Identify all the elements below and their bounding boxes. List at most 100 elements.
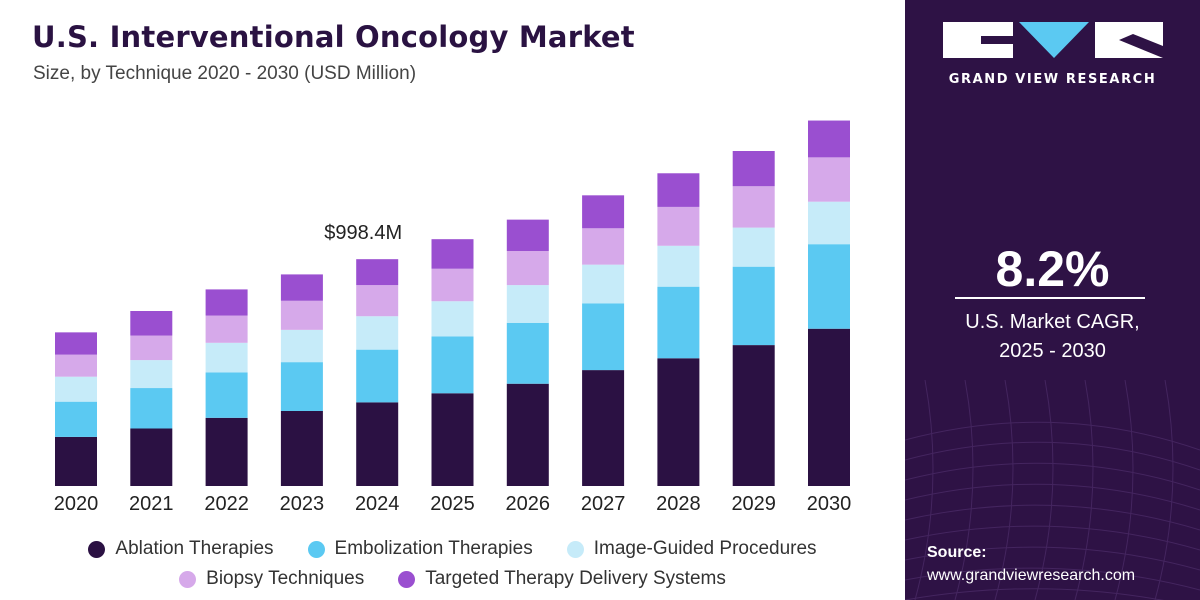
- bar-segment-2020-biopsy-techniques: [55, 354, 97, 377]
- legend-swatch-image-guided: [566, 540, 584, 558]
- x-tick-label-2024: 2024: [355, 493, 400, 515]
- bar-segment-2025-embolization-therapies: [431, 336, 474, 394]
- grand-view-research-logo: [943, 22, 1163, 58]
- legend-label-image-guided: Image-Guided Procedures: [593, 538, 817, 559]
- bar-segment-2030-biopsy-techniques: [808, 157, 850, 202]
- chart-panel: U.S. Interventional Oncology Market Size…: [0, 20, 905, 594]
- bar-segment-2028-embolization-therapies: [657, 286, 700, 359]
- legend-item-ablation: Ablation Therapies: [88, 538, 274, 560]
- bar-segment-2024-targeted-therapy-delivery-systems: [356, 259, 399, 286]
- bar-segment-2028-targeted-therapy-delivery-systems: [657, 173, 700, 207]
- x-tick-label-2030: 2030: [807, 493, 852, 515]
- x-tick-label-2028: 2028: [656, 493, 701, 515]
- legend-label-embolization: Embolization Therapies: [334, 538, 533, 559]
- legend-row-1: Ablation Therapies Embolization Therapie…: [0, 534, 905, 564]
- x-tick-label-2021: 2021: [129, 493, 174, 515]
- bar-segment-2026-image-guided-procedures: [506, 285, 549, 323]
- value-annotation-2024: $998.4M: [324, 222, 402, 244]
- bar-segment-2027-targeted-therapy-delivery-systems: [582, 195, 625, 229]
- legend-item-embolization: Embolization Therapies: [307, 538, 533, 560]
- bar-segment-2026-biopsy-techniques: [506, 251, 549, 286]
- cagr-label-line-2: 2025 - 2030: [999, 340, 1106, 362]
- bar-segment-2020-image-guided-procedures: [55, 376, 97, 402]
- cagr-divider: [955, 297, 1145, 299]
- legend-label-biopsy: Biopsy Techniques: [206, 568, 365, 589]
- bar-segment-2021-targeted-therapy-delivery-systems: [130, 311, 173, 336]
- bar-segment-2030-embolization-therapies: [808, 244, 850, 329]
- x-tick-label-2027: 2027: [581, 493, 626, 515]
- source-url[interactable]: www.grandviewresearch.com: [927, 567, 1136, 584]
- legend-swatch-targeted: [398, 570, 416, 588]
- x-tick-label-2029: 2029: [731, 493, 776, 515]
- legend-item-biopsy: Biopsy Techniques: [179, 568, 364, 590]
- bar-segment-2023-biopsy-techniques: [280, 300, 323, 330]
- bar-segment-2029-embolization-therapies: [732, 266, 775, 346]
- bar-segment-2024-embolization-therapies: [356, 349, 399, 403]
- chart-subtitle: Size, by Technique 2020 - 2030 (USD Mill…: [33, 63, 417, 84]
- bar-segment-2028-biopsy-techniques: [657, 206, 700, 246]
- bar-segment-2021-image-guided-procedures: [130, 360, 173, 389]
- bar-segment-2030-targeted-therapy-delivery-systems: [808, 120, 850, 158]
- x-tick-label-2020: 2020: [54, 493, 99, 515]
- chart-title: U.S. Interventional Oncology Market: [32, 20, 635, 54]
- bar-segment-2021-ablation-therapies: [130, 428, 173, 486]
- bar-segment-2023-ablation-therapies: [280, 411, 323, 486]
- cagr-label-line-1: U.S. Market CAGR,: [965, 311, 1140, 333]
- bar-segment-2021-embolization-therapies: [130, 388, 173, 429]
- cagr-label: U.S. Market CAGR, 2025 - 2030: [905, 308, 1200, 366]
- legend-row-2: Biopsy Techniques Targeted Therapy Deliv…: [0, 564, 905, 594]
- chart-legend: Ablation Therapies Embolization Therapie…: [0, 534, 905, 594]
- cagr-value: 8.2%: [995, 241, 1110, 297]
- bar-segment-2030-ablation-therapies: [808, 328, 850, 486]
- bar-segment-2022-embolization-therapies: [205, 372, 248, 418]
- bar-segment-2029-ablation-therapies: [732, 345, 775, 486]
- source-label: Source:: [927, 544, 987, 561]
- legend-item-image-guided: Image-Guided Procedures: [566, 538, 817, 560]
- bar-segment-2026-embolization-therapies: [506, 322, 549, 384]
- bar-segment-2023-targeted-therapy-delivery-systems: [280, 274, 323, 301]
- bar-segment-2021-biopsy-techniques: [130, 335, 173, 361]
- x-tick-label-2025: 2025: [430, 493, 475, 515]
- bar-segment-2020-targeted-therapy-delivery-systems: [55, 332, 97, 355]
- bar-segment-2022-ablation-therapies: [205, 417, 248, 486]
- bar-segment-2025-biopsy-techniques: [431, 268, 474, 302]
- legend-swatch-ablation: [88, 540, 106, 558]
- legend-swatch-biopsy: [179, 570, 197, 588]
- bar-segment-2027-embolization-therapies: [582, 303, 625, 371]
- bar-segment-2022-targeted-therapy-delivery-systems: [205, 289, 248, 316]
- bar-segment-2028-image-guided-procedures: [657, 245, 700, 287]
- bar-segment-2026-ablation-therapies: [506, 383, 549, 486]
- mesh-background-graphic: [905, 380, 1200, 600]
- legend-label-targeted: Targeted Therapy Delivery Systems: [425, 568, 726, 589]
- bar-segment-2022-image-guided-procedures: [205, 342, 248, 373]
- legend-swatch-embolization: [307, 540, 325, 558]
- bar-segment-2029-biopsy-techniques: [732, 186, 775, 228]
- bar-segment-2024-image-guided-procedures: [356, 316, 399, 350]
- bar-segment-2023-image-guided-procedures: [280, 329, 323, 363]
- bar-segment-2020-embolization-therapies: [55, 401, 97, 437]
- legend-item-targeted: Targeted Therapy Delivery Systems: [398, 568, 726, 590]
- bar-segment-2027-ablation-therapies: [582, 370, 625, 486]
- bar-segment-2020-ablation-therapies: [55, 436, 97, 486]
- x-tick-label-2026: 2026: [506, 493, 551, 515]
- bar-segment-2027-image-guided-procedures: [582, 264, 625, 304]
- x-tick-label-2022: 2022: [204, 493, 249, 515]
- stacked-bar-chart: 2020 2021 2022 2023 2024 $998.4M 2025 2026 2027 2…: [54, 120, 852, 515]
- bar-segment-2024-ablation-therapies: [356, 402, 399, 486]
- bar-segment-2029-image-guided-procedures: [732, 227, 775, 267]
- bar-segment-2028-ablation-therapies: [657, 358, 700, 486]
- bar-segment-2025-ablation-therapies: [431, 393, 474, 486]
- bar-segment-2023-embolization-therapies: [280, 362, 323, 411]
- legend-label-ablation: Ablation Therapies: [115, 538, 274, 559]
- bar-segment-2024-biopsy-techniques: [356, 285, 399, 317]
- info-panel: GRAND VIEW RESEARCH 8.2% U.S. Market CAG…: [905, 0, 1200, 600]
- bar-segment-2030-image-guided-procedures: [808, 201, 850, 245]
- brand-name: GRAND VIEW RESEARCH: [948, 72, 1157, 87]
- bar-segment-2022-biopsy-techniques: [205, 315, 248, 343]
- bar-segment-2026-targeted-therapy-delivery-systems: [506, 219, 549, 251]
- bar-segment-2029-targeted-therapy-delivery-systems: [732, 151, 775, 187]
- x-tick-label-2023: 2023: [280, 493, 325, 515]
- bar-segment-2025-image-guided-procedures: [431, 301, 474, 337]
- bar-segment-2027-biopsy-techniques: [582, 228, 625, 265]
- bar-segment-2025-targeted-therapy-delivery-systems: [431, 239, 474, 269]
